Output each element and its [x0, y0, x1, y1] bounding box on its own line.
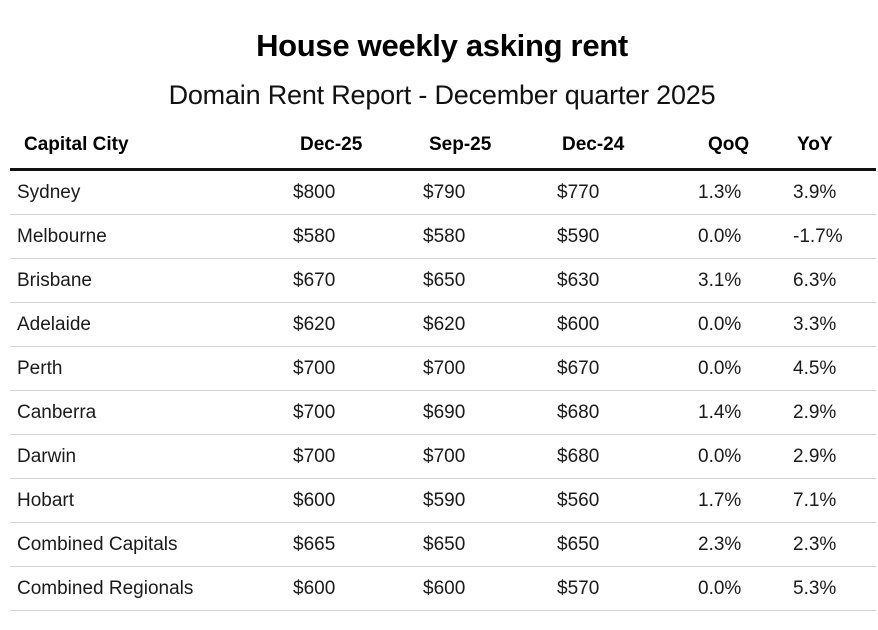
qoq-change-cell: 0.0%	[680, 434, 780, 479]
table-row: Melbourne $580 $580 $590 0.0% -1.7%	[10, 214, 876, 259]
rent-sep-25-cell: $650	[416, 522, 550, 567]
rent-dec-24-cell: $670	[550, 346, 680, 391]
rent-dec-24-cell: $560	[550, 478, 680, 523]
rent-sep-25-cell: $650	[416, 258, 550, 303]
table-row: Canberra $700 $690 $680 1.4% 2.9%	[10, 390, 876, 435]
yoy-change-cell: 5.3%	[780, 566, 876, 611]
header-capital-city: Capital City	[10, 122, 284, 171]
city-name-cell: Combined Regionals	[10, 566, 284, 611]
rent-sep-25-cell: $700	[416, 346, 550, 391]
rent-dec-24-cell: $680	[550, 390, 680, 435]
table-row: Combined Regionals $600 $600 $570 0.0% 5.3%	[10, 566, 876, 611]
yoy-change-cell: 7.1%	[780, 478, 876, 523]
yoy-change-cell: 2.9%	[780, 390, 876, 435]
table-row: Adelaide $620 $620 $600 0.0% 3.3%	[10, 302, 876, 347]
yoy-change-cell: 4.5%	[780, 346, 876, 391]
city-name-cell: Hobart	[10, 478, 284, 523]
header-row: Capital City Dec-25 Sep-25 Dec-24 QoQ Yo…	[10, 122, 876, 171]
qoq-change-cell: 0.0%	[680, 302, 780, 347]
yoy-change-cell: 2.9%	[780, 434, 876, 479]
rent-dec-25-cell: $580	[284, 214, 416, 259]
city-name-cell: Darwin	[10, 434, 284, 479]
header-dec-24: Dec-24	[550, 122, 680, 171]
rent-sep-25-cell: $790	[416, 169, 550, 215]
report-subtitle: Domain Rent Report - December quarter 20…	[168, 80, 716, 110]
header-qoq: QoQ	[680, 122, 780, 171]
city-name-cell: Brisbane	[10, 258, 284, 303]
rent-dec-24-cell: $570	[550, 566, 680, 611]
rent-dec-24-cell: $650	[550, 522, 680, 567]
qoq-change-cell: 0.0%	[680, 566, 780, 611]
table-row: Hobart $600 $590 $560 1.7% 7.1%	[10, 478, 876, 523]
rent-dec-25-cell: $600	[284, 478, 416, 523]
header-yoy: YoY	[780, 122, 876, 171]
qoq-change-cell: 0.0%	[680, 214, 780, 259]
yoy-change-cell: 6.3%	[780, 258, 876, 303]
qoq-change-cell: 1.4%	[680, 390, 780, 435]
rent-dec-25-cell: $600	[284, 566, 416, 611]
yoy-change-cell: 3.3%	[780, 302, 876, 347]
city-name-cell: Combined Capitals	[10, 522, 284, 567]
rent-sep-25-cell: $590	[416, 478, 550, 523]
qoq-change-cell: 0.0%	[680, 346, 780, 391]
table-body: Sydney $800 $790 $770 1.3% 3.9% Melbourne $580 $…	[10, 169, 876, 611]
city-name-cell: Canberra	[10, 390, 284, 435]
table-header: Capital City Dec-25 Sep-25 Dec-24 QoQ Yo…	[10, 122, 876, 171]
table-row: Brisbane $670 $650 $630 3.1% 6.3%	[10, 258, 876, 303]
table-row: Combined Capitals $665 $650 $650 2.3% 2.3%	[10, 522, 876, 567]
rent-dec-25-cell: $620	[284, 302, 416, 347]
header-dec-25: Dec-25	[284, 122, 416, 171]
rent-sep-25-cell: $620	[416, 302, 550, 347]
rent-dec-25-cell: $700	[284, 390, 416, 435]
yoy-change-cell: -1.7%	[780, 214, 876, 259]
rent-dec-25-cell: $800	[284, 169, 416, 215]
rent-table: Capital City Dec-25 Sep-25 Dec-24 QoQ Yo…	[10, 122, 876, 611]
city-name-cell: Melbourne	[10, 214, 284, 259]
rent-dec-24-cell: $590	[550, 214, 680, 259]
rent-sep-25-cell: $690	[416, 390, 550, 435]
rent-dec-25-cell: $700	[284, 434, 416, 479]
rent-sep-25-cell: $700	[416, 434, 550, 479]
yoy-change-cell: 2.3%	[780, 522, 876, 567]
rent-sep-25-cell: $580	[416, 214, 550, 259]
rent-dec-24-cell: $630	[550, 258, 680, 303]
city-name-cell: Perth	[10, 346, 284, 391]
table-row: Sydney $800 $790 $770 1.3% 3.9%	[10, 169, 876, 215]
table-row: Perth $700 $700 $670 0.0% 4.5%	[10, 346, 876, 391]
rent-dec-24-cell: $600	[550, 302, 680, 347]
qoq-change-cell: 1.3%	[680, 169, 780, 215]
rent-dec-25-cell: $670	[284, 258, 416, 303]
city-name-cell: Sydney	[10, 169, 284, 215]
qoq-change-cell: 3.1%	[680, 258, 780, 303]
city-name-cell: Adelaide	[10, 302, 284, 347]
yoy-change-cell: 3.9%	[780, 169, 876, 215]
rent-dec-25-cell: $700	[284, 346, 416, 391]
rent-dec-24-cell: $770	[550, 169, 680, 215]
rent-dec-24-cell: $680	[550, 434, 680, 479]
rent-sep-25-cell: $600	[416, 566, 550, 611]
table-row: Darwin $700 $700 $680 0.0% 2.9%	[10, 434, 876, 479]
qoq-change-cell: 2.3%	[680, 522, 780, 567]
rent-dec-25-cell: $665	[284, 522, 416, 567]
report-title: House weekly asking rent	[256, 28, 628, 63]
header-sep-25: Sep-25	[416, 122, 550, 171]
qoq-change-cell: 1.7%	[680, 478, 780, 523]
